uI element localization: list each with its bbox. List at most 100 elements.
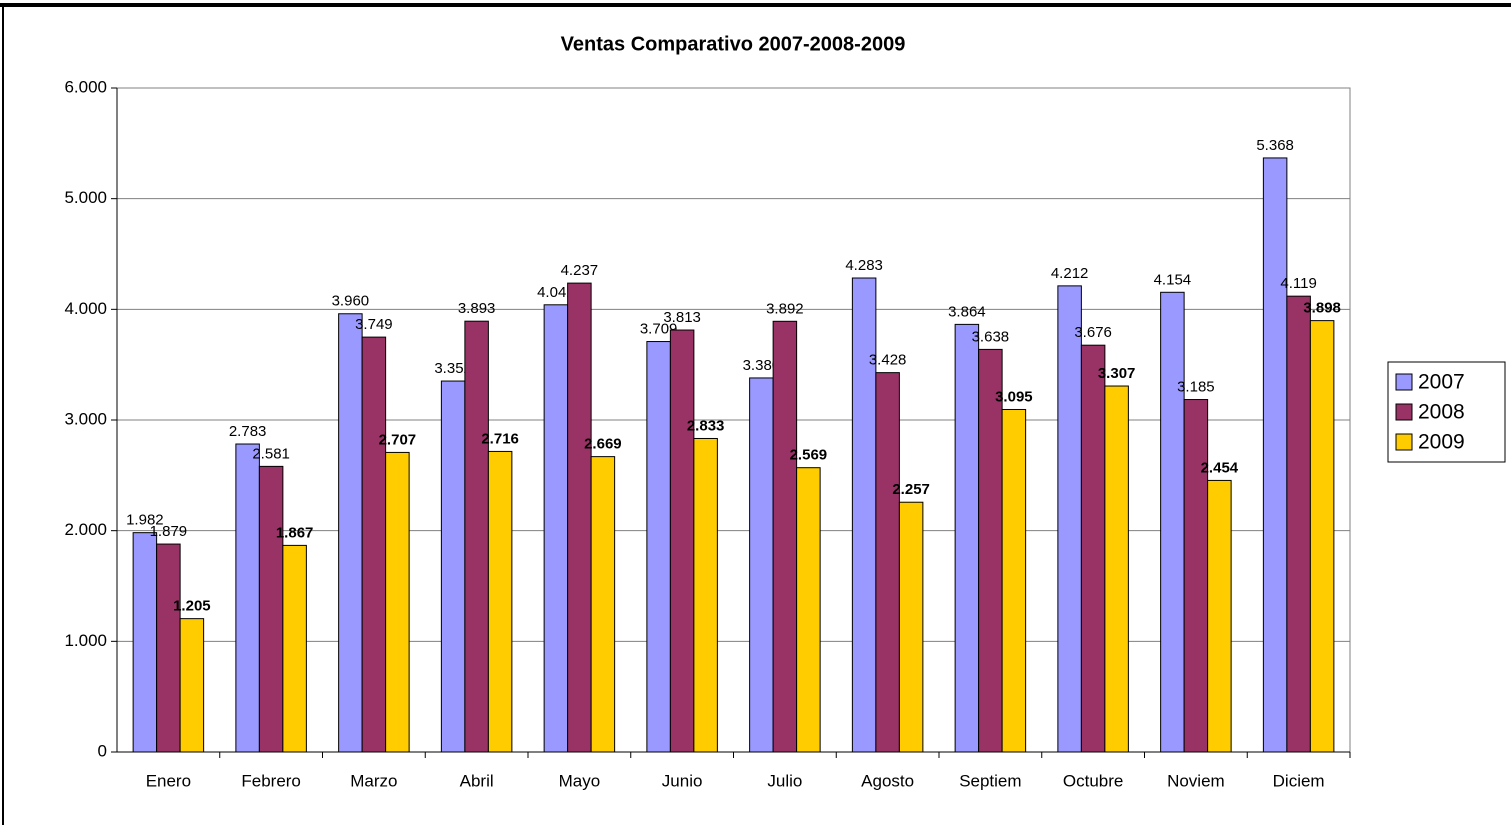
bar xyxy=(796,467,821,753)
bar xyxy=(749,377,774,753)
bar xyxy=(954,323,980,753)
bar xyxy=(132,532,158,753)
bar xyxy=(590,456,616,753)
x-tick-label: Octubre xyxy=(1063,771,1123,790)
bar xyxy=(258,465,284,753)
bar xyxy=(361,336,387,753)
x-tick-label: Febrero xyxy=(241,771,301,790)
value-label: 2.669 xyxy=(584,436,622,453)
value-label: 3.380 xyxy=(743,357,781,374)
bar xyxy=(1160,291,1185,753)
x-tick-label: Agosto xyxy=(861,771,914,790)
bar xyxy=(1001,408,1027,753)
bar xyxy=(646,341,671,753)
value-label: 4.212 xyxy=(1051,265,1089,282)
legend-label: 2009 xyxy=(1418,431,1465,454)
bar xyxy=(1104,385,1129,753)
value-label: 3.307 xyxy=(1098,365,1136,382)
value-label: 2.581 xyxy=(252,445,290,462)
bar xyxy=(156,543,181,753)
y-tick-label: 2.000 xyxy=(64,520,107,539)
bar xyxy=(1057,285,1082,753)
value-label: 1.205 xyxy=(173,598,211,615)
bar xyxy=(385,451,410,753)
x-tick-label: Noviem xyxy=(1167,771,1225,790)
value-label: 1.879 xyxy=(150,523,188,540)
bar xyxy=(235,443,260,753)
value-label: 3.892 xyxy=(766,300,804,317)
bar xyxy=(898,501,924,753)
bar xyxy=(772,320,798,753)
x-tick-label: Enero xyxy=(146,771,191,790)
bar xyxy=(1309,320,1335,753)
bar xyxy=(1286,295,1311,753)
value-label: 2.569 xyxy=(790,447,828,464)
bar xyxy=(440,380,466,753)
bar xyxy=(282,544,307,753)
value-label: 3.709 xyxy=(640,321,678,338)
value-label: 2.833 xyxy=(687,417,725,434)
y-tick-label: 5.000 xyxy=(64,188,107,207)
bar xyxy=(875,372,900,753)
bar xyxy=(1262,157,1288,753)
value-label: 3.864 xyxy=(948,303,986,320)
value-label: 3.185 xyxy=(1177,378,1215,395)
x-tick-label: Marzo xyxy=(350,771,397,790)
bar xyxy=(567,282,592,753)
value-label: 1.982 xyxy=(126,512,164,529)
x-tick-label: Julio xyxy=(767,771,802,790)
x-tick-label: Diciem xyxy=(1273,771,1325,790)
value-label: 3.960 xyxy=(332,293,370,310)
value-label: 3.676 xyxy=(1074,324,1112,341)
legend-swatch xyxy=(1395,403,1413,421)
bar xyxy=(693,437,718,753)
value-label: 3.893 xyxy=(458,300,496,317)
value-label: 5.368 xyxy=(1256,137,1294,154)
value-label: 4.154 xyxy=(1154,271,1192,288)
value-label: 2.454 xyxy=(1201,459,1239,476)
value-label: 3.095 xyxy=(995,388,1033,405)
y-tick-label: 3.000 xyxy=(64,409,107,428)
value-label: 3.813 xyxy=(663,309,701,326)
value-label: 1.867 xyxy=(276,524,314,541)
legend-swatch xyxy=(1395,373,1413,391)
value-label: 3.898 xyxy=(1303,300,1341,317)
chart-title: Ventas Comparativo 2007-2008-2009 xyxy=(561,33,906,55)
value-label: 4.283 xyxy=(845,257,883,274)
bar xyxy=(851,277,877,753)
legend-label: 2007 xyxy=(1418,371,1465,394)
x-tick-label: Mayo xyxy=(559,771,601,790)
bar xyxy=(543,304,569,753)
bar xyxy=(1080,344,1106,753)
bar xyxy=(1183,399,1209,753)
value-label: 2.716 xyxy=(481,430,519,447)
value-label: 2.783 xyxy=(229,423,267,440)
bar xyxy=(978,348,1003,753)
value-label: 4.237 xyxy=(561,262,599,279)
legend-label: 2008 xyxy=(1418,401,1465,424)
legend-swatch xyxy=(1395,433,1413,451)
bar xyxy=(338,313,363,753)
value-label: 2.707 xyxy=(379,431,417,448)
x-tick-label: Septiem xyxy=(959,771,1021,790)
bar xyxy=(1207,479,1232,753)
value-label: 4.119 xyxy=(1280,275,1316,292)
x-tick-label: Junio xyxy=(662,771,703,790)
value-label: 2.257 xyxy=(892,481,930,498)
bar xyxy=(669,329,695,753)
bar xyxy=(487,450,513,753)
y-tick-label: 1.000 xyxy=(64,631,107,650)
bar xyxy=(464,320,489,753)
value-label: 4.041 xyxy=(537,284,575,301)
value-label: 3.749 xyxy=(355,316,393,333)
y-tick-label: 6.000 xyxy=(64,77,107,96)
value-label: 3.638 xyxy=(972,328,1010,345)
y-tick-label: 0 xyxy=(98,741,107,760)
value-label: 3.428 xyxy=(869,352,907,369)
x-tick-label: Abril xyxy=(460,771,494,790)
bar xyxy=(179,618,205,753)
value-label: 3.352 xyxy=(434,360,472,377)
y-tick-label: 4.000 xyxy=(64,299,107,318)
